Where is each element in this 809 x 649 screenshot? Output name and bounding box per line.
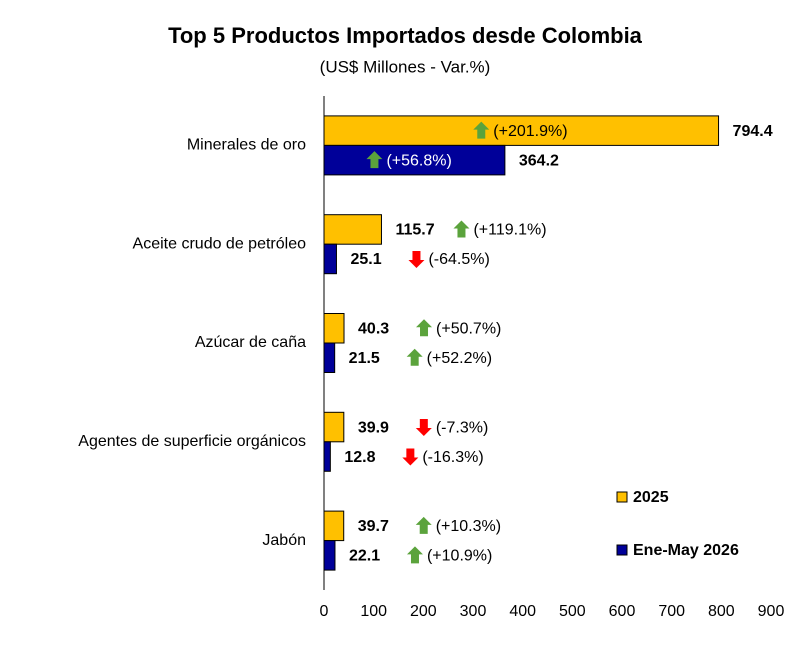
change-label: (+201.9%) [493,123,567,140]
x-tick-label: 300 [460,603,487,620]
change-arrow [416,319,433,337]
bar [323,441,331,472]
bar [323,115,720,146]
x-tick-label: 700 [658,603,685,620]
change-label: (+10.3%) [436,518,501,535]
bar [323,540,336,571]
bar [323,510,345,542]
x-tick-label: 800 [708,603,735,620]
x-tick-label: 200 [410,603,437,620]
value-label: 22.1 [349,548,380,565]
change-arrow [406,348,423,366]
legend-label: 2025 [633,489,669,506]
chart-title: Top 5 Productos Importados desde Colombi… [168,23,643,48]
y-tick-label: Agentes de superficie orgánicos [78,433,306,450]
value-label: 25.1 [350,251,381,268]
y-tick-label: Minerales de oro [187,137,306,154]
x-tick-label: 100 [360,603,387,620]
change-arrow [366,151,383,169]
change-arrow [402,448,419,466]
change-label: (+52.2%) [427,350,492,367]
change-label: (-16.3%) [422,449,483,466]
chart-subtitle: (US$ Millones - Var.%) [320,57,491,76]
legend-swatch [616,491,628,503]
change-label: (+119.1%) [473,222,546,239]
bar [323,214,382,245]
value-label: 115.7 [395,222,434,239]
bar [323,243,337,275]
bar [323,144,506,176]
bar [323,411,345,443]
x-tick-label: 900 [758,603,785,620]
change-label: (+50.7%) [436,320,501,337]
x-tick-label: 500 [559,603,586,620]
change-arrow [415,419,432,437]
y-tick-label: Azúcar de caña [195,334,306,351]
y-tick-label: Aceite crudo de petróleo [133,235,307,252]
change-label: (+10.9%) [427,548,492,565]
change-label: (-7.3%) [436,419,488,436]
change-arrow [473,121,490,139]
change-label: (-64.5%) [428,251,489,268]
bar [323,342,336,373]
change-arrow [408,250,425,268]
value-label: 40.3 [358,320,389,337]
bar [323,313,345,344]
value-label: 12.8 [344,449,375,466]
change-arrow [453,220,470,238]
x-tick-label: 600 [609,603,636,620]
value-label: 364.2 [519,152,559,169]
value-label: 39.7 [358,518,389,535]
legend-swatch [616,544,628,556]
value-label: 21.5 [349,350,380,367]
x-tick-label: 0 [320,603,329,620]
x-tick-label: 400 [509,603,536,620]
value-label: 794.4 [733,123,773,140]
change-arrow [415,516,432,534]
change-label: (+56.8%) [386,152,451,169]
legend-label: Ene-May 2026 [633,542,739,559]
change-arrow [406,546,423,564]
value-label: 39.9 [358,419,389,436]
y-tick-label: Jabón [262,532,306,549]
